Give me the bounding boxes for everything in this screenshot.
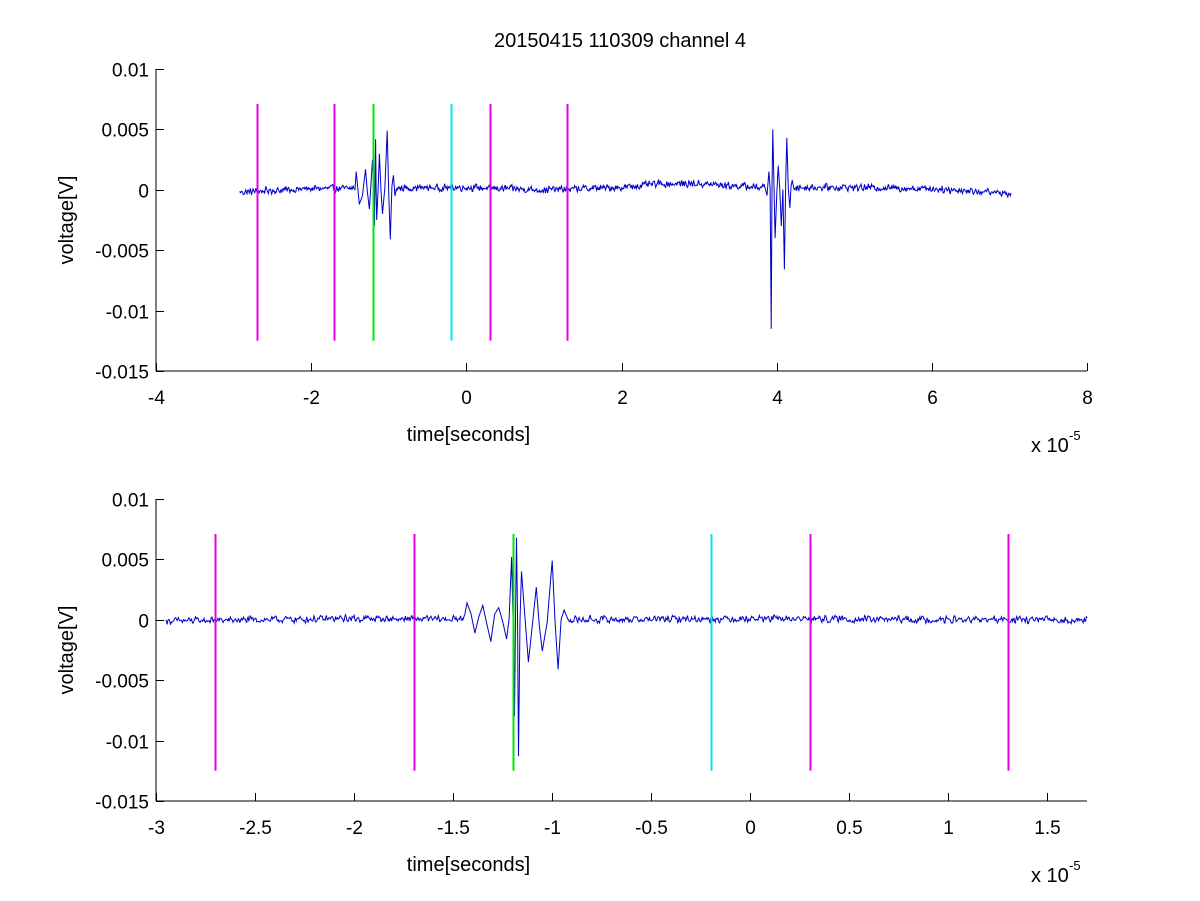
- bottom-x-tick-label: 0: [745, 818, 756, 839]
- bottom-y-tick-label: -0.01: [106, 733, 149, 754]
- top-y-axis-label: voltage[V]: [56, 176, 78, 265]
- top-y-tick-label: 0.005: [101, 121, 149, 142]
- bottom-x-tick-label: -1: [544, 818, 561, 839]
- top-x-tick-label: 2: [617, 388, 628, 409]
- top-x-tick-label: 8: [1082, 388, 1093, 409]
- top-plot-axes: 0.01 0.005 0 -0.005 -0.01 -0.015 -4 -2 0 2 4 6 8 time…: [56, 61, 1093, 458]
- top-x-tick-label: -2: [303, 388, 320, 409]
- bottom-x-tick-label: -3: [148, 818, 165, 839]
- bottom-x-tick-label: -2.5: [239, 818, 272, 839]
- bottom-y-tick-label: 0.005: [101, 551, 149, 572]
- top-y-tick-label: -0.005: [95, 242, 149, 263]
- bottom-x-multiplier-exponent: -5: [1069, 858, 1081, 873]
- bottom-x-tick-label: -2: [346, 818, 363, 839]
- bottom-plot-axes: 0.01 0.005 0 -0.005 -0.01 -0.015 -3 -2.5 -2 -1.5 -…: [56, 491, 1088, 887]
- bottom-x-tick-label: -0.5: [635, 818, 668, 839]
- top-y-tick-label: 0.01: [112, 61, 149, 82]
- top-y-tick-label: -0.015: [95, 363, 149, 384]
- bottom-y-tick-label: -0.015: [95, 793, 149, 814]
- top-x-tick-label: 6: [927, 388, 938, 409]
- bottom-x-tick-label: -1.5: [437, 818, 470, 839]
- top-x-tick-label: 0: [461, 388, 472, 409]
- top-y-tick-label: -0.01: [106, 303, 149, 324]
- top-y-tick-label: 0: [138, 182, 149, 203]
- bottom-x-tick-label: 1.5: [1034, 818, 1060, 839]
- top-x-tick-label: -4: [148, 388, 165, 409]
- figure-title: 20150415 110309 channel 4: [494, 30, 746, 52]
- bottom-y-axis-label: voltage[V]: [56, 606, 78, 695]
- top-x-axis-label: time[seconds]: [407, 424, 530, 446]
- bottom-y-tick-label: 0: [138, 612, 149, 633]
- bottom-y-tick-label: 0.01: [112, 491, 149, 512]
- top-signal-trace: [239, 129, 1012, 329]
- top-x-tick-label: 4: [772, 388, 783, 409]
- bottom-x-tick-label: 1: [943, 818, 954, 839]
- bottom-x-multiplier-base: x 10: [1031, 865, 1069, 887]
- bottom-x-tick-label: 0.5: [836, 818, 862, 839]
- bottom-signal-trace: [165, 537, 1088, 757]
- top-x-multiplier-base: x 10: [1031, 435, 1069, 457]
- top-x-multiplier-exponent: -5: [1069, 428, 1081, 443]
- bottom-y-tick-label: -0.005: [95, 672, 149, 693]
- bottom-x-axis-label: time[seconds]: [407, 854, 530, 876]
